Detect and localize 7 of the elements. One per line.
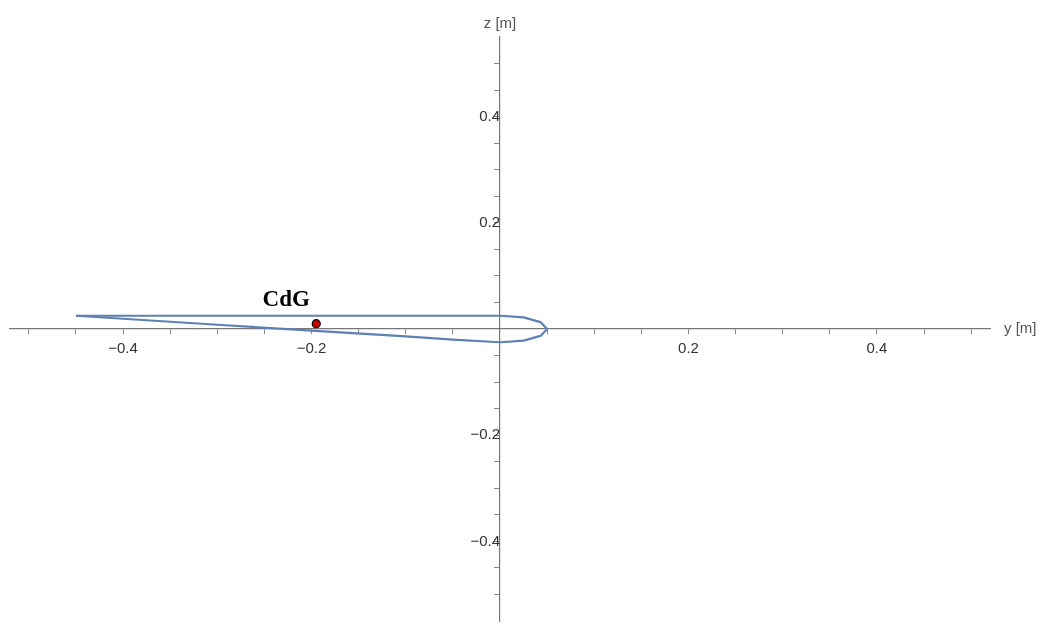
x-tick-label: 0.2 <box>678 339 699 357</box>
annotation: CdG <box>262 286 310 312</box>
y-axis-title: z [m] <box>483 13 517 31</box>
x-axis-title: y [m] <box>1004 319 1037 337</box>
x-tick-label: 0.4 <box>866 339 888 357</box>
x-tick-label: −0.4 <box>108 339 138 357</box>
x-tick-label: −0.2 <box>296 339 327 357</box>
